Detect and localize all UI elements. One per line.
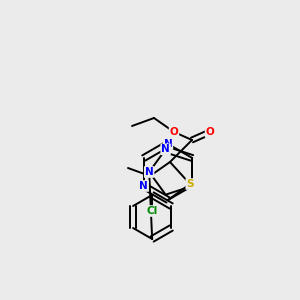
Text: N: N — [145, 167, 154, 177]
Text: S: S — [186, 179, 194, 189]
Text: N: N — [161, 144, 170, 154]
Text: N: N — [164, 139, 172, 149]
Text: O: O — [169, 127, 178, 137]
Text: Cl: Cl — [146, 206, 158, 216]
Text: O: O — [206, 127, 214, 137]
Text: N: N — [140, 181, 148, 191]
